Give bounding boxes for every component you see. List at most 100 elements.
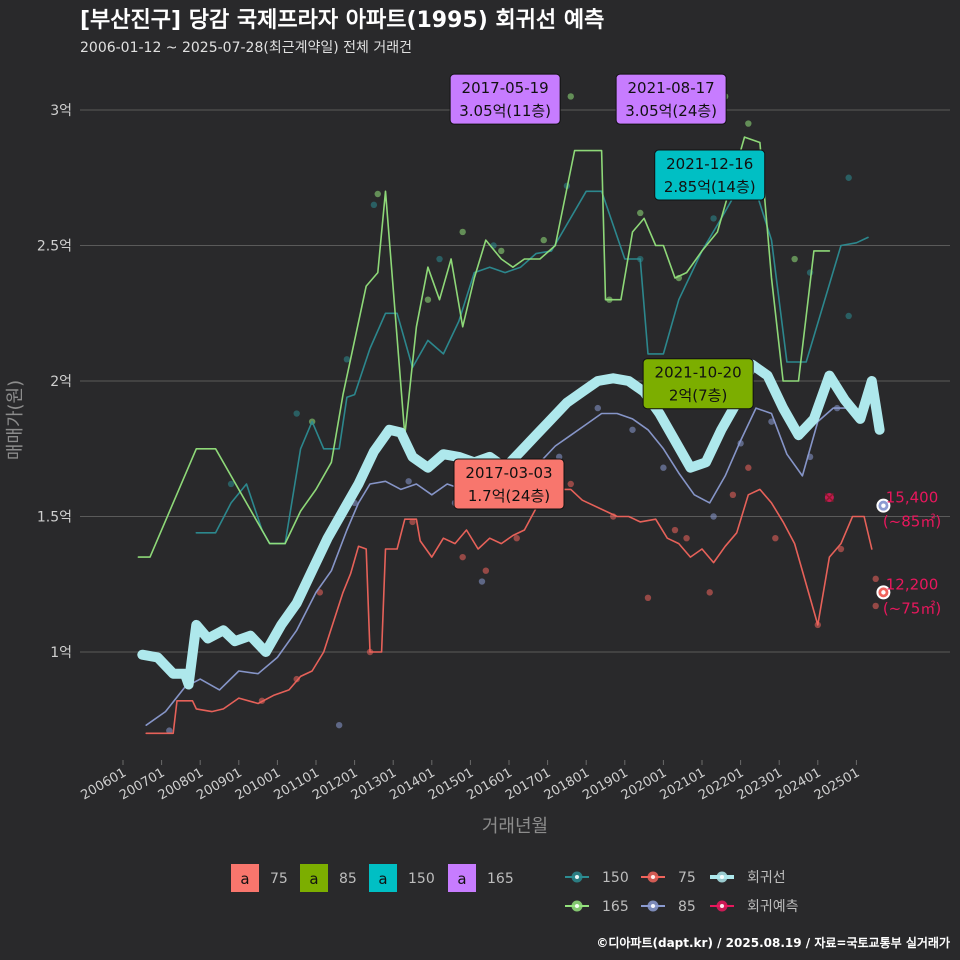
forecast-area-label-0: (~85㎡) [883,513,941,531]
scatter-point-165-5 [540,236,547,244]
x-axis-ticks: 2006012007012008012009012010012011012012… [79,760,862,803]
scatter-point-165-8 [637,209,644,217]
scatter-point-165-11 [745,120,752,127]
legend-dot-center-3 [575,904,579,908]
scatter-point-75-7 [513,534,520,542]
legend-swatch-75 [231,864,259,892]
legend-dot-center-0 [575,875,579,879]
series-line-1 [145,407,850,726]
annotation-value-4: 1.7억(24층) [468,487,550,505]
series-line-0 [145,488,873,735]
scatter-point-85-14 [768,418,775,425]
scatter-point-75-14 [729,491,737,499]
annotation-value-2: 2.85억(14층) [664,178,756,196]
annotation-box-2 [654,149,766,201]
legend-swatch-85 [300,864,328,892]
scatter-point-165-2 [424,296,432,303]
y-tick-label-3: 2.5억 [37,239,72,255]
forecast-value-label-1: 12,200 [886,575,939,593]
scatter-point-85-6 [478,578,486,585]
scatter-point-75-19 [872,602,879,610]
scatter-point-75-1 [293,675,300,683]
annotation-date-0: 2017-05-19 [462,79,549,97]
y-axis-ticks: 1억 1.5억 2억 2.5억 3억 [37,103,72,661]
x-axis-label: 거래년월 [482,816,548,837]
legend-line-label-2: 회귀선 [747,870,786,886]
legend-glyph-150: a [378,870,387,888]
forecast-cross-2 [824,493,834,503]
scatter-point-150-8 [710,215,717,222]
scatter-point-165-4 [498,247,505,255]
annotation-date-4: 2017-03-03 [465,464,552,482]
series-lines [137,136,885,735]
scatter-point-150-12 [845,312,852,320]
legend-line-label-5: 회귀예측 [747,899,799,915]
scatter-point-75-20 [872,575,879,583]
y-axis-label: 매매가(원) [5,380,26,460]
legend-label-75: 75 [270,871,288,887]
annotation-box-0 [449,73,561,125]
legend-glyph-165: a [457,870,466,888]
scatter-point-75-2 [316,589,324,596]
grid-lines [80,109,950,653]
scatter-point-85-10 [629,426,636,433]
forecast-marker-dot-1 [881,590,886,595]
scatter-point-75-5 [459,553,466,561]
scatter-point-75-16 [772,534,779,542]
legend-swatch-150 [369,864,397,892]
annotation-date-2: 2021-12-16 [666,155,753,173]
scatter-point-85-4 [405,478,412,485]
scatter-point-150-4 [436,255,443,263]
y-tick-label-0: 1억 [50,645,72,661]
legend-swatch-165 [448,864,476,892]
scatter-point-75-8 [567,480,574,488]
legend-label-150: 150 [408,871,435,887]
scatter-point-75-15 [745,464,752,471]
legend-dot-center-5 [720,904,724,908]
scatter-point-85-2 [335,721,343,729]
forecast-markers: 15,400 (~85㎡) 12,200 (~75㎡) [824,489,941,617]
forecast-marker-dot-0 [881,503,886,508]
legend-glyph-75: a [240,870,249,888]
legend-glyph-85: a [309,870,318,888]
legend: a 75 a 85 a 150 a 165 150 75 회귀선 165 85 회귀예측 [231,864,799,915]
y-tick-label-1: 1.5억 [37,510,72,526]
annotation-value-0: 3.05억(11층) [459,102,551,120]
annotation-date-1: 2021-08-17 [628,79,715,97]
scatter-point-165-3 [459,228,466,236]
scatter-point-165-6 [567,93,574,100]
scatter-point-85-12 [710,513,717,520]
scatter-point-150-11 [845,174,852,181]
legend-line-label-1: 75 [678,870,696,886]
scatter-point-75-11 [671,526,679,534]
forecast-value-label-0: 15,400 [886,489,939,507]
scatter-point-75-10 [644,594,652,601]
legend-dot-center-1 [651,875,655,879]
series-line-3 [137,136,831,558]
annotation-value-3: 2억(7층) [669,387,727,405]
scatter-point-75-13 [706,589,713,596]
scatter-point-150-1 [293,410,300,417]
legend-line-label-3: 165 [602,899,629,915]
legend-label-165: 165 [487,871,514,887]
legend-dot-center-4 [651,904,655,908]
scatter-point-75-12 [683,534,690,542]
y-tick-label-2: 2억 [50,374,72,390]
annotation-box-4 [453,458,565,510]
annotation-value-1: 3.05억(24층) [625,102,717,120]
annotation-labels: 2017-05-19 3.05억(11층) 2021-08-17 3.05억(24층)… [449,73,766,510]
annotation-date-3: 2021-10-20 [655,364,742,382]
scatter-point-150-2 [343,356,351,363]
chart-title: [부산진구] 당감 국제프라자 아파트(1995) 회귀선 예측 [80,8,604,33]
scatter-point-150-0 [227,480,235,488]
forecast-area-label-1: (~75㎡) [883,599,941,617]
scatter-point-165-12 [791,255,798,263]
chart-subtitle: 2006-01-12 ~ 2025-07-28(최근계약일) 전체 거래건 [80,40,412,56]
caption: ©디아파트(dapt.kr) / 2025.08.19 / 자료=국토교통부 실… [596,935,950,950]
legend-line-label-0: 150 [602,870,629,886]
legend-dot-center-2 [720,875,724,879]
scatter-point-165-1 [374,190,381,198]
annotation-box-3 [642,358,754,410]
legend-label-85: 85 [339,871,357,887]
